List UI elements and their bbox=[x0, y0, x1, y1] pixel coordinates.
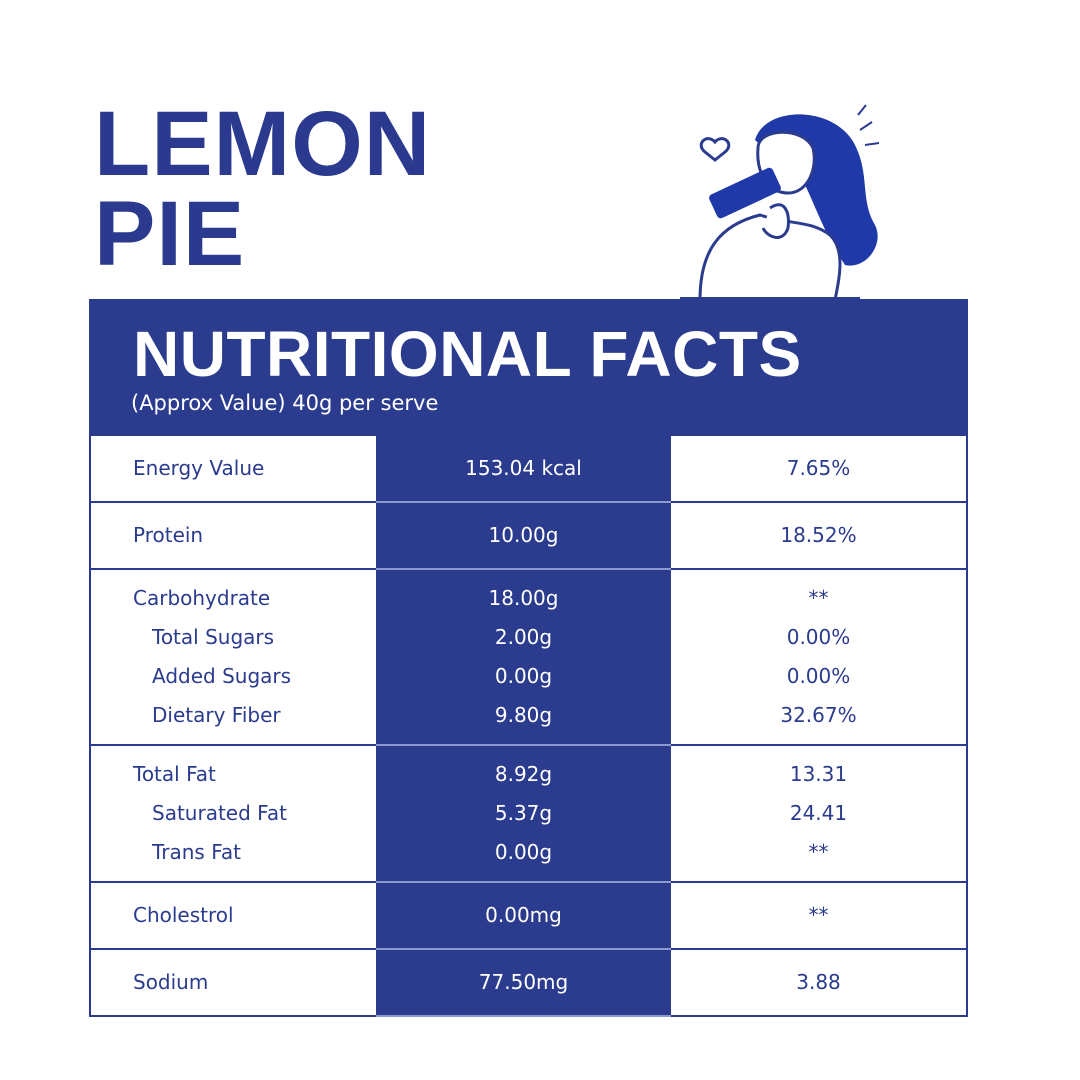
nutrient-name: Added Sugars bbox=[152, 664, 292, 688]
amount: 2.00g bbox=[494, 625, 553, 649]
row-group: Energy Value 153.04 kcal 7.65% bbox=[91, 436, 966, 503]
column-cell: 77.50mg bbox=[376, 950, 671, 1017]
column-cell: Cholestrol bbox=[91, 883, 376, 948]
amount: 5.37g bbox=[494, 801, 553, 825]
amount: 153.04 kcal bbox=[465, 456, 582, 480]
column-cell: ** bbox=[671, 883, 966, 948]
title: PIE bbox=[94, 183, 246, 285]
subheading: (Approx Value) 40g per serve bbox=[131, 391, 439, 415]
nutrient-name: Energy Value bbox=[133, 456, 265, 480]
daily-value: 0.00% bbox=[786, 625, 851, 649]
row-group: Cholestrol 0.00mg ** bbox=[91, 883, 966, 950]
column-cell: ** 0.00% 0.00% 32.67% bbox=[671, 570, 966, 744]
daily-value: 32.67% bbox=[780, 703, 857, 727]
column-cell: 13.31 24.41 ** bbox=[671, 746, 966, 881]
amount: 0.00g bbox=[494, 840, 553, 864]
nutrient-name: Total Sugars bbox=[152, 625, 275, 649]
amount: 9.80g bbox=[494, 703, 553, 727]
illustration bbox=[680, 104, 880, 300]
nutrient-name: Trans Fat bbox=[152, 840, 241, 864]
daily-value: ** bbox=[808, 840, 829, 864]
heart bbox=[699, 137, 731, 162]
amount: 10.00g bbox=[488, 523, 559, 547]
daily-value: 18.52% bbox=[780, 523, 857, 547]
row-group: Total Fat Saturated Fat Trans Fat 8.92g 5.37… bbox=[91, 746, 966, 883]
column-cell: 0.00mg bbox=[376, 883, 671, 950]
amount: 18.00g bbox=[488, 586, 559, 610]
nutrient-name: Protein bbox=[133, 523, 204, 547]
column-cell: 18.52% bbox=[671, 503, 966, 568]
panel: NUTRITIONAL FACTS (Approx Value) 40g per… bbox=[89, 299, 968, 436]
daily-value: 0.00% bbox=[786, 664, 851, 688]
nutrient-name: Saturated Fat bbox=[152, 801, 287, 825]
nutrient-name: Sodium bbox=[133, 970, 209, 994]
column-cell: 8.92g 5.37g 0.00g bbox=[376, 746, 671, 883]
hand bbox=[761, 203, 790, 239]
column-cell: 3.88 bbox=[671, 950, 966, 1015]
nutrient-name: Cholestrol bbox=[133, 903, 234, 927]
daily-value: 3.88 bbox=[796, 970, 841, 994]
row-group: Protein 10.00g 18.52% bbox=[91, 503, 966, 570]
row-group: Sodium 77.50mg 3.88 bbox=[91, 950, 966, 1017]
daily-value: 24.41 bbox=[789, 801, 848, 825]
nutrient-name: Dietary Fiber bbox=[152, 703, 281, 727]
column-cell: Energy Value bbox=[91, 436, 376, 501]
nutrient-name: Total Fat bbox=[133, 762, 216, 786]
column-cell: 18.00g 2.00g 0.00g 9.80g bbox=[376, 570, 671, 746]
daily-value: 7.65% bbox=[786, 456, 851, 480]
daily-value: ** bbox=[808, 586, 829, 610]
nutrient-name: Carbohydrate bbox=[133, 586, 271, 610]
column-cell: 10.00g bbox=[376, 503, 671, 570]
amount: 0.00mg bbox=[485, 903, 562, 927]
amount: 77.50mg bbox=[478, 970, 569, 994]
column-cell: Carbohydrate Total Sugars Added Sugars Diet… bbox=[91, 570, 376, 744]
column-cell: Protein bbox=[91, 503, 376, 568]
bar bbox=[709, 167, 781, 219]
amount: 8.92g bbox=[494, 762, 553, 786]
title: LEMON bbox=[94, 93, 432, 195]
daily-value: 13.31 bbox=[789, 762, 848, 786]
row-group: Carbohydrate Total Sugars Added Sugars Diet… bbox=[91, 570, 966, 746]
amount: 0.00g bbox=[494, 664, 553, 688]
column-cell: Sodium bbox=[91, 950, 376, 1015]
daily-value: ** bbox=[808, 903, 829, 927]
column-cell: 7.65% bbox=[671, 436, 966, 501]
column-cell: 153.04 kcal bbox=[376, 436, 671, 503]
sparkle bbox=[857, 104, 880, 146]
table: Energy Value 153.04 kcal 7.65% Protein 10.00… bbox=[89, 436, 968, 1017]
heading: NUTRITIONAL FACTS bbox=[133, 318, 802, 390]
column-cell: Total Fat Saturated Fat Trans Fat bbox=[91, 746, 376, 881]
